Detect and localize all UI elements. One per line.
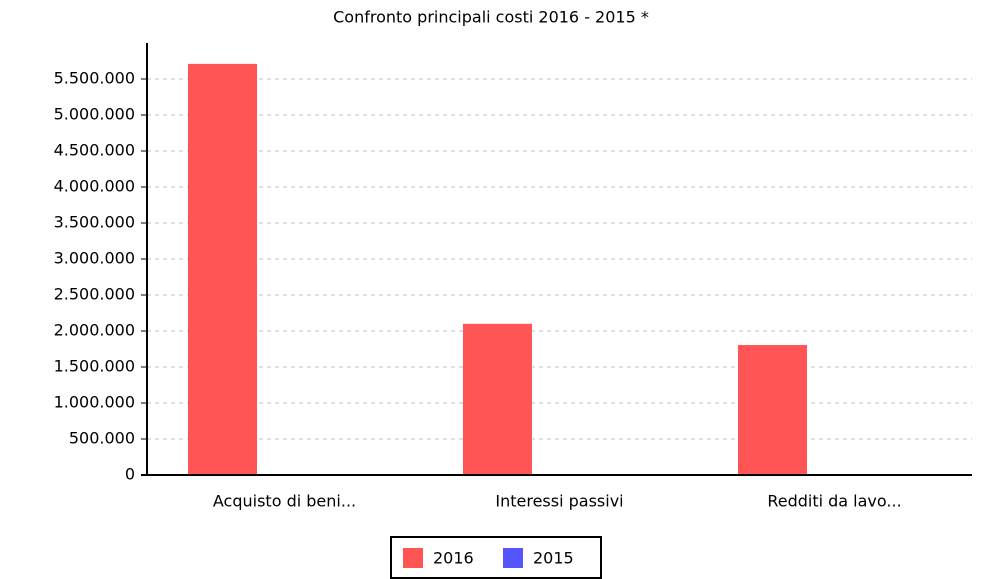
legend-swatch (503, 548, 523, 568)
y-tick-label: 5.000.000 (54, 105, 135, 124)
y-tick-label: 2.000.000 (54, 321, 135, 340)
bar (738, 345, 807, 475)
chart-title: Confronto principali costi 2016 - 2015 * (333, 8, 649, 27)
legend: 2016 2015 (390, 536, 602, 579)
y-tick-label: 4.500.000 (54, 141, 135, 160)
y-tick-label: 4.000.000 (54, 177, 135, 196)
y-tick-label: 5.500.000 (54, 69, 135, 88)
x-tick-label: Redditi da lavo... (767, 492, 901, 511)
y-tick-label: 1.500.000 (54, 357, 135, 376)
bar (463, 323, 532, 475)
y-tick-label: 500.000 (69, 429, 135, 448)
legend-swatch (403, 548, 423, 568)
legend-label: 2015 (533, 549, 574, 568)
legend-box (390, 536, 602, 579)
x-tick-label: Interessi passivi (495, 492, 623, 511)
y-tick-label: 3.000.000 (54, 249, 135, 268)
y-tick-label: 3.500.000 (54, 213, 135, 232)
x-tick-label: Acquisto di beni... (213, 492, 356, 511)
bar (188, 63, 257, 475)
y-tick-label: 0 (125, 465, 135, 484)
y-tick-label: 2.500.000 (54, 285, 135, 304)
legend-label: 2016 (433, 549, 474, 568)
y-tick-label: 1.000.000 (54, 393, 135, 412)
